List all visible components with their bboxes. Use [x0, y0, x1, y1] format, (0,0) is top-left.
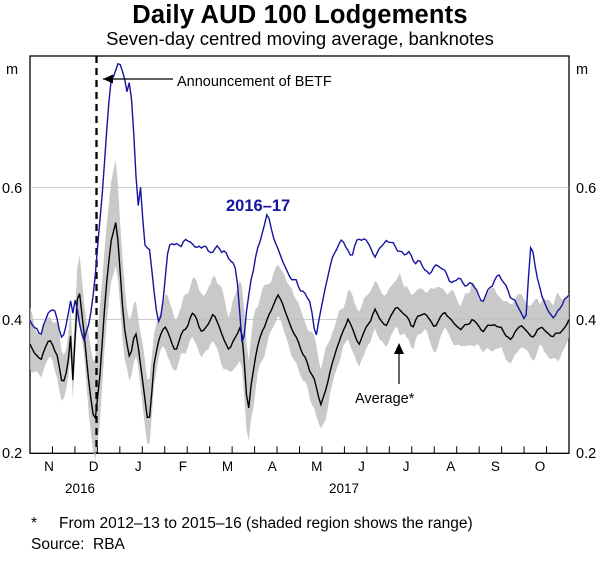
- svg-text:F: F: [179, 459, 187, 474]
- svg-text:D: D: [89, 459, 99, 474]
- svg-text:0.6: 0.6: [2, 181, 22, 197]
- svg-text:0.4: 0.4: [576, 313, 596, 329]
- svg-text:m: m: [576, 62, 588, 78]
- svg-text:2016–17: 2016–17: [226, 197, 290, 215]
- svg-text:Announcement of BETF: Announcement of BETF: [177, 74, 332, 90]
- svg-text:Average*: Average*: [355, 391, 415, 407]
- svg-text:A: A: [446, 459, 455, 474]
- svg-text:J: J: [403, 459, 410, 474]
- svg-text:O: O: [535, 459, 546, 474]
- svg-text:J: J: [135, 459, 142, 474]
- svg-text:M: M: [311, 459, 322, 474]
- svg-text:M: M: [222, 459, 233, 474]
- svg-text:0.2: 0.2: [576, 446, 596, 462]
- svg-text:2016: 2016: [65, 481, 95, 496]
- svg-text:A: A: [268, 459, 277, 474]
- svg-text:m: m: [6, 62, 18, 78]
- svg-text:J: J: [358, 459, 365, 474]
- svg-text:S: S: [491, 459, 500, 474]
- svg-text:0.2: 0.2: [2, 446, 22, 462]
- svg-text:0.6: 0.6: [576, 181, 596, 197]
- svg-text:0.4: 0.4: [2, 313, 22, 329]
- svg-text:2017: 2017: [329, 481, 359, 496]
- svg-text:N: N: [44, 459, 54, 474]
